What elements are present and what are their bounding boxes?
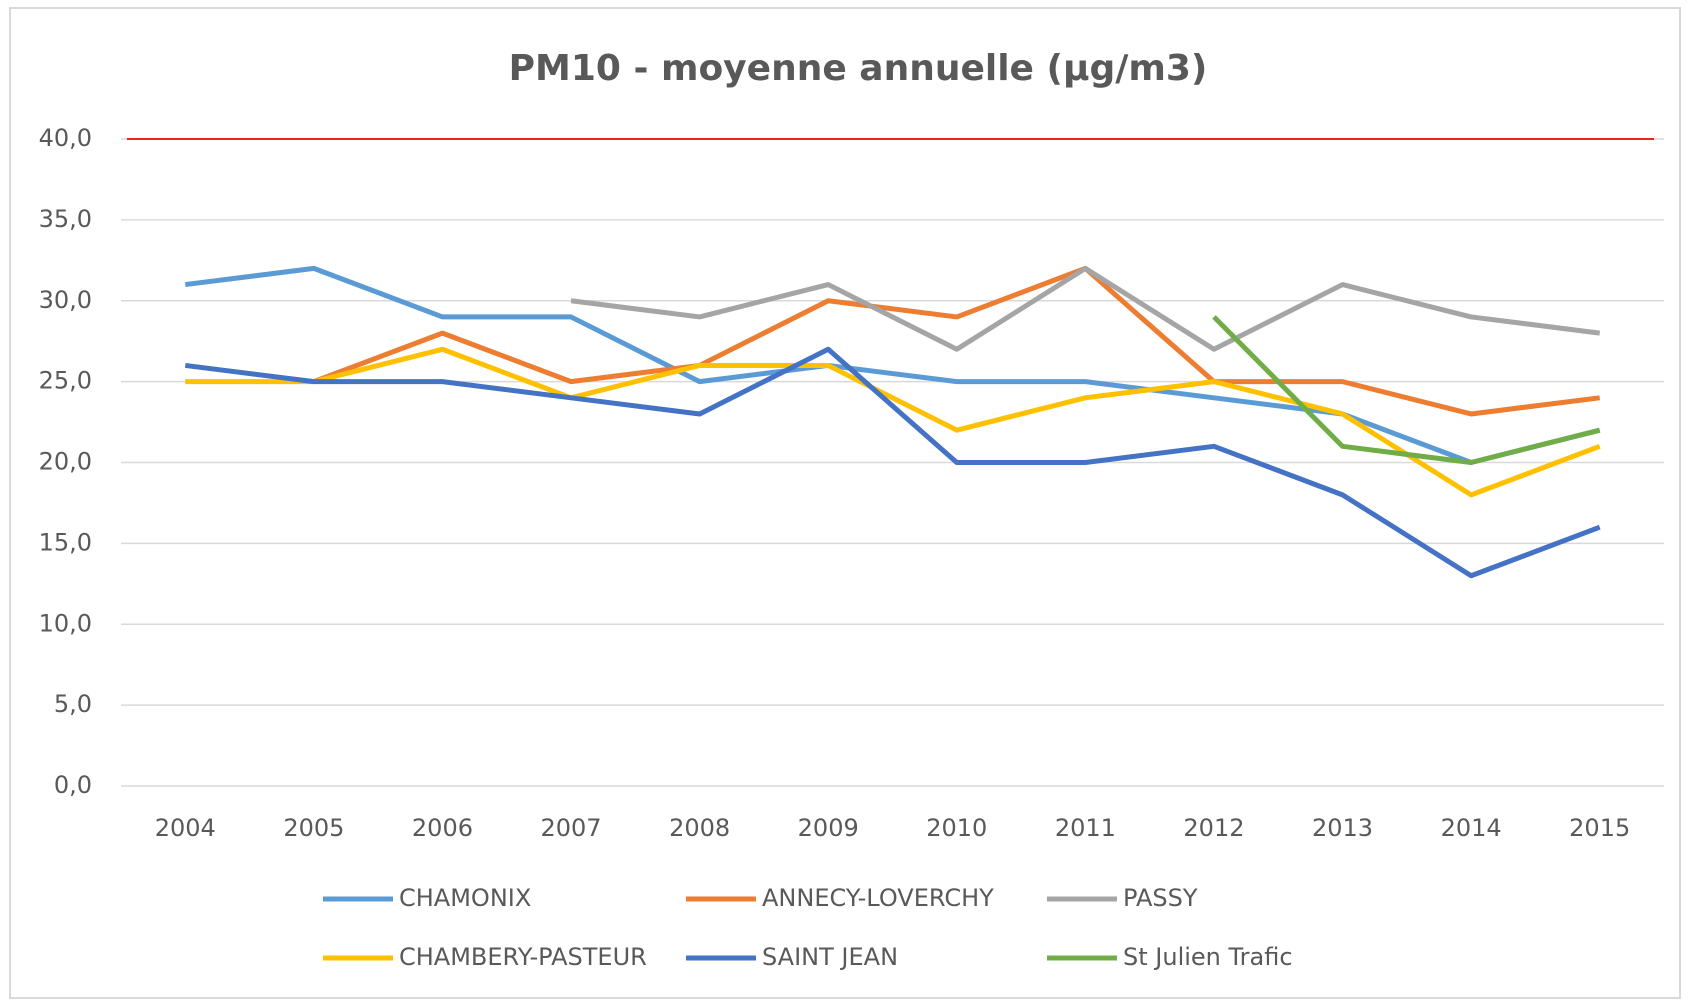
y-tick-label: 40,0: [39, 124, 92, 152]
series-line: [184, 265, 1601, 465]
x-tick-label: 2010: [926, 814, 987, 842]
x-tick-label: 2011: [1055, 814, 1116, 842]
y-tick-label: 10,0: [39, 609, 92, 637]
x-tick-label: 2006: [412, 814, 473, 842]
legend-label: PASSY: [1123, 884, 1198, 912]
chart-border: [9, 7, 1681, 999]
y-tick-label: 25,0: [39, 367, 92, 395]
y-tick-label: 15,0: [39, 528, 92, 556]
legend-label: CHAMONIX: [399, 884, 531, 912]
x-tick-label: 2013: [1312, 814, 1373, 842]
y-tick-label: 20,0: [39, 448, 92, 476]
x-tick-label: 2007: [541, 814, 602, 842]
x-tick-label: 2012: [1183, 814, 1244, 842]
y-tick-label: 30,0: [39, 286, 92, 314]
series-line: [1212, 315, 1601, 465]
legend-label: ANNECY-LOVERCHY: [762, 884, 994, 912]
x-tick-label: 2015: [1569, 814, 1630, 842]
y-tick-label: 0,0: [54, 771, 92, 799]
series-line: [184, 346, 1601, 579]
x-tick-label: 2009: [798, 814, 859, 842]
y-tick-label: 5,0: [54, 690, 92, 718]
x-tick-label: 2008: [669, 814, 730, 842]
x-tick-label: 2005: [283, 814, 344, 842]
series-line: [312, 265, 1601, 417]
y-tick-label: 35,0: [39, 205, 92, 233]
legend-label: CHAMBERY-PASTEUR: [399, 943, 647, 971]
series-line: [570, 265, 1601, 352]
legend-label: SAINT JEAN: [762, 943, 898, 971]
chart-title: PM10 - moyenne annuelle (µg/m3): [509, 48, 1208, 89]
series-line: [185, 346, 1601, 498]
x-tick-label: 2004: [155, 814, 216, 842]
x-tick-label: 2014: [1441, 814, 1502, 842]
legend-label: St Julien Trafic: [1123, 943, 1293, 971]
